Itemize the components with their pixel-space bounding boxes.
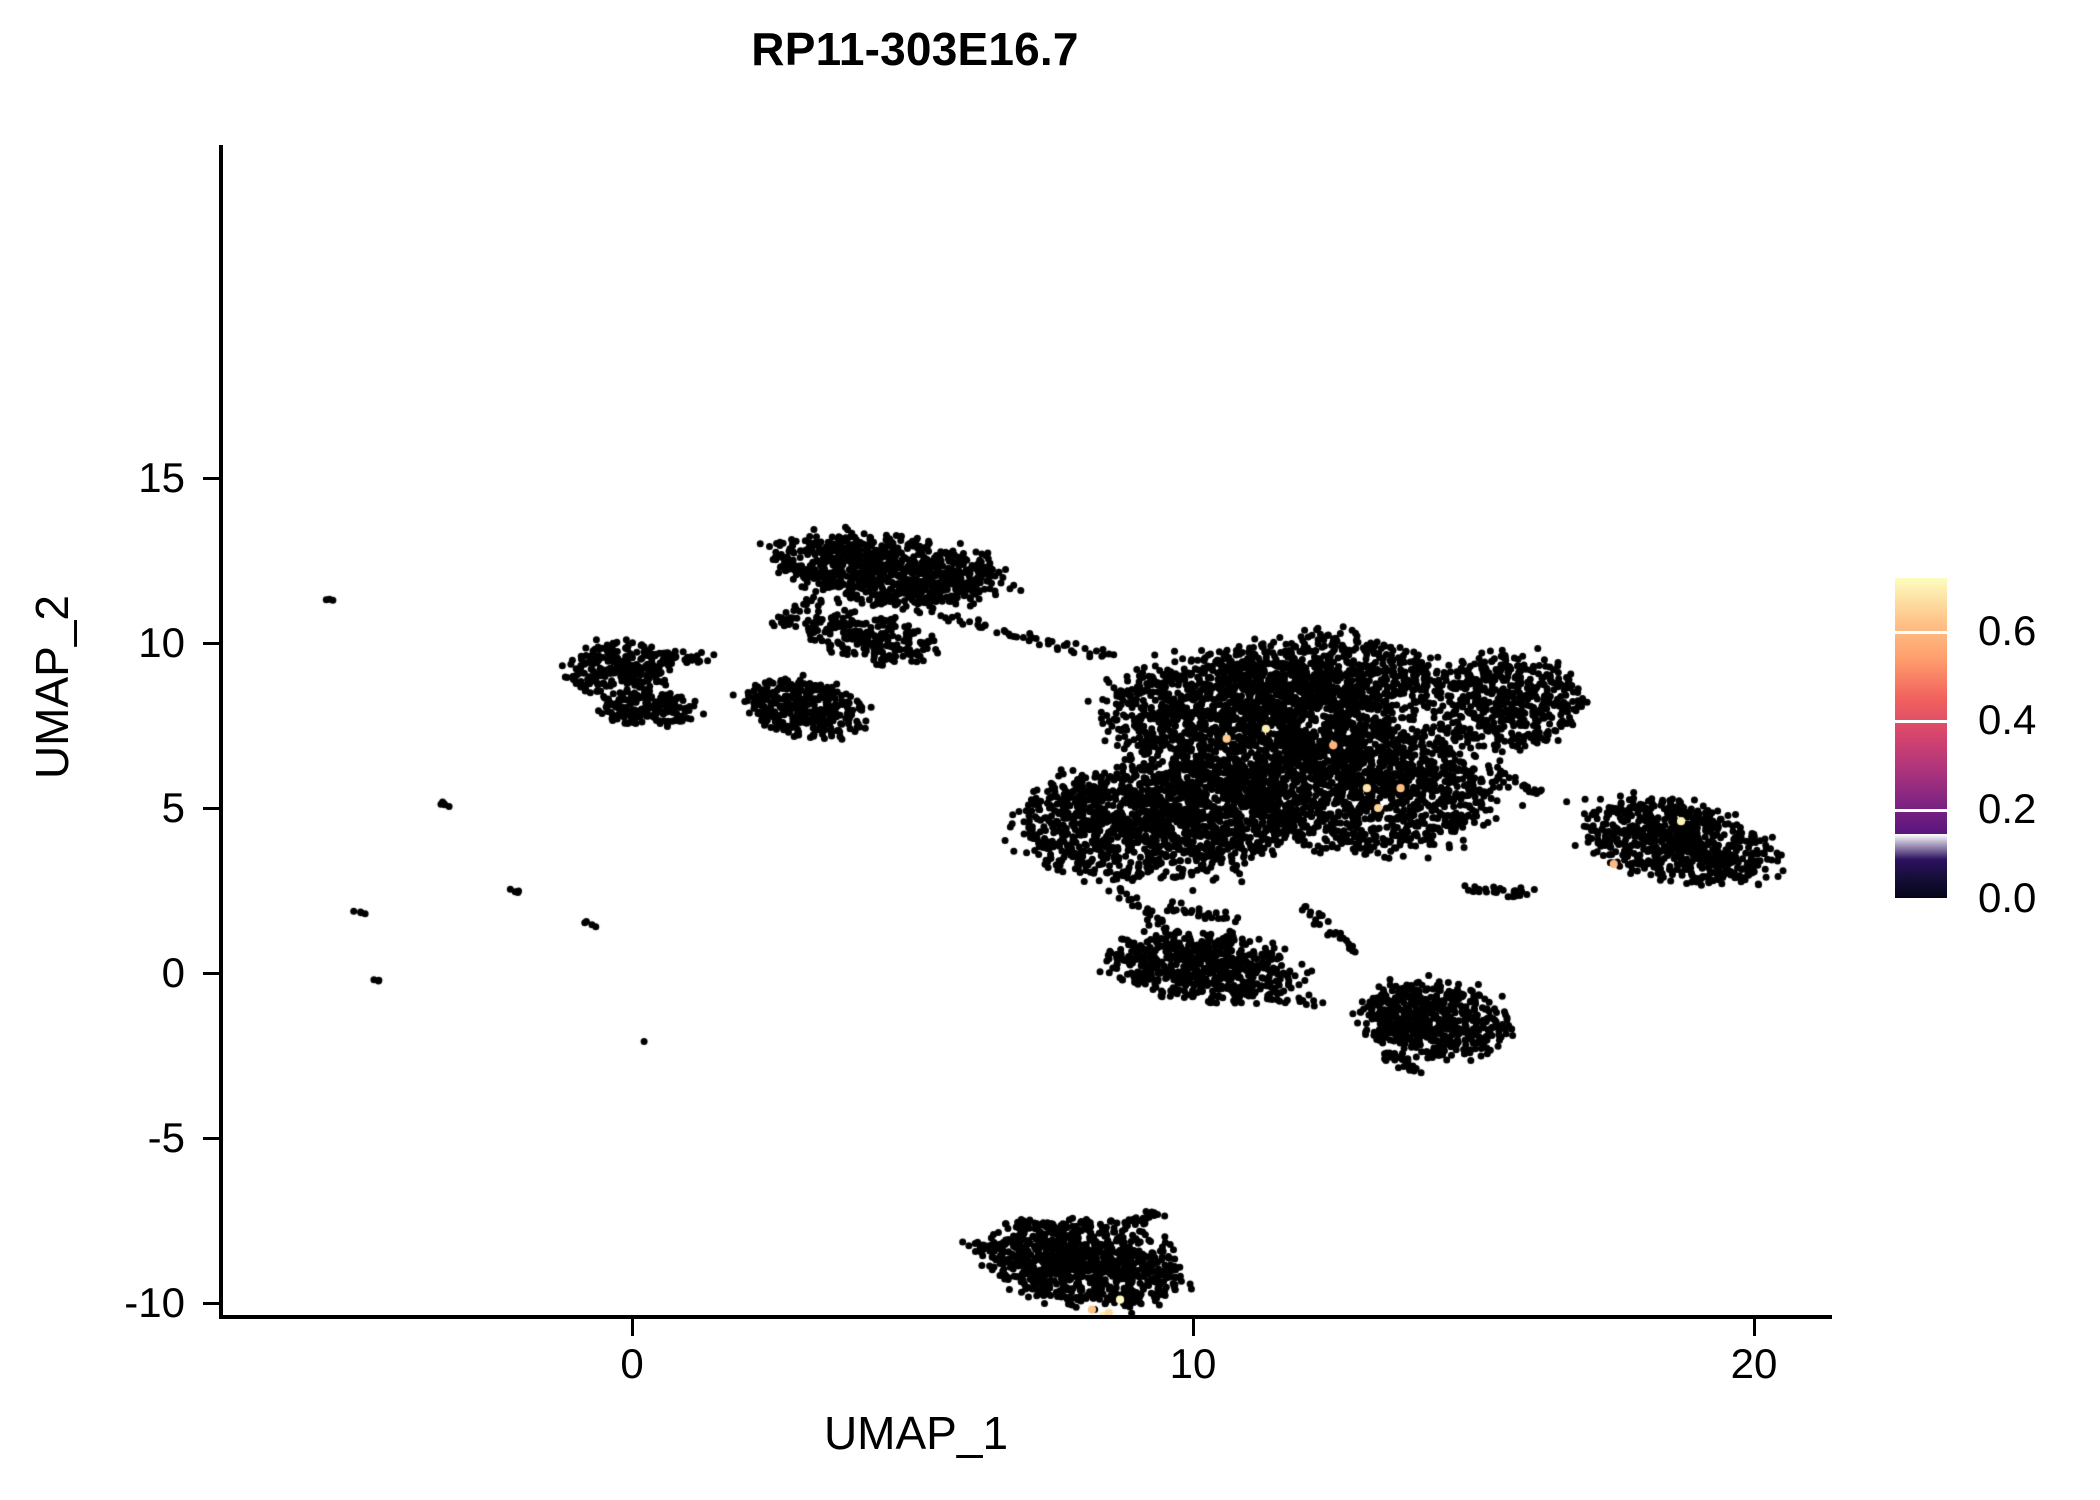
y-axis-title: UMAP_2: [26, 594, 78, 780]
colorbar-tick-label: 0.0: [1978, 874, 2037, 921]
x-tick-mark: [1192, 1319, 1195, 1336]
y-tick-mark: [203, 642, 219, 645]
x-axis-title: UMAP_1: [823, 1407, 1009, 1459]
x-tick-label: 10: [1169, 1340, 1217, 1387]
colorbar-tick-label: 0.4: [1978, 696, 2037, 744]
y-tick-label: 15: [138, 454, 185, 501]
x-tick-mark: [631, 1319, 634, 1336]
y-tick-label: 0: [161, 949, 185, 996]
x-tick-mark: [1753, 1319, 1756, 1336]
colorbar-tick-mark: [1895, 809, 1947, 813]
x-axis-line: [219, 1315, 1832, 1319]
colorbar-tick-label: 0.2: [1978, 785, 2037, 833]
y-tick-label: 5: [161, 784, 185, 831]
scatter-canvas: [222, 147, 1830, 1317]
y-tick-mark: [203, 1302, 219, 1305]
x-tick-label: 0: [620, 1340, 644, 1387]
colorbar-tick-label: 0.6: [1978, 607, 2037, 655]
y-tick-mark: [203, 477, 219, 480]
chart-title: RP11-303E16.7: [751, 23, 1079, 75]
colorbar-tick-mark: [1895, 720, 1947, 724]
y-tick-label: 10: [138, 619, 185, 666]
colorbar-tick-mark: [1895, 631, 1947, 635]
y-tick-mark: [203, 1137, 219, 1140]
scatter-plot-panel: [222, 147, 1830, 1317]
y-tick-label: -10: [124, 1279, 185, 1326]
y-tick-mark: [203, 807, 219, 810]
x-tick-label: 20: [1730, 1340, 1778, 1387]
colorbar-gradient: [1895, 578, 1947, 898]
y-tick-label: -5: [147, 1114, 185, 1161]
y-axis-line: [219, 145, 223, 1319]
colorbar-tick-mark: [1895, 898, 1947, 901]
y-tick-mark: [203, 972, 219, 975]
